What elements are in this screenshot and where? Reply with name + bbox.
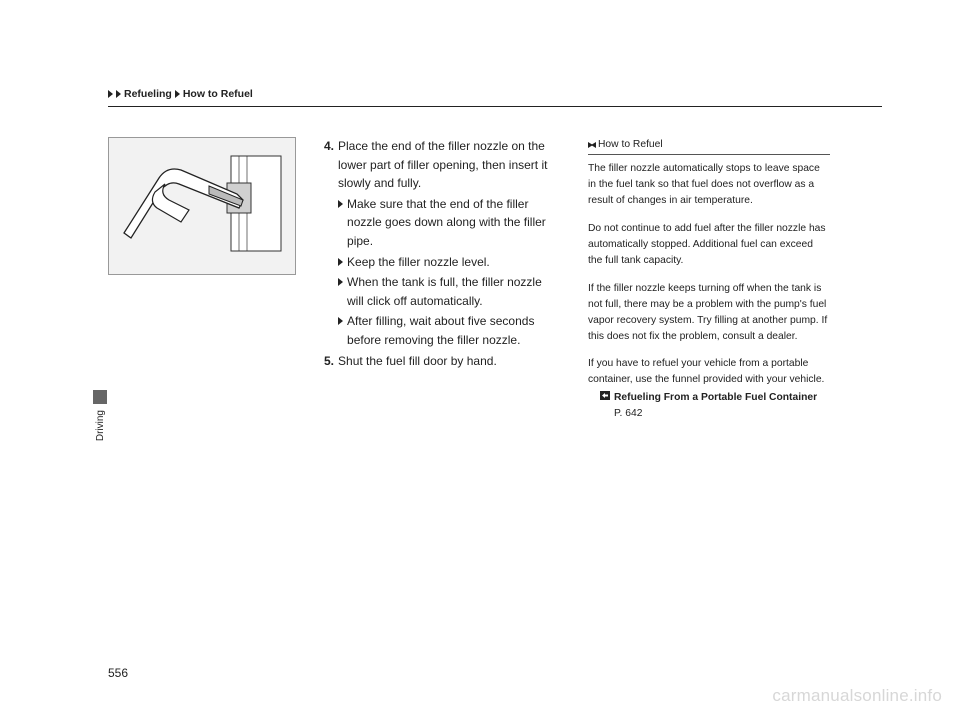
step-body: Place the end of the filler nozzle on th… <box>338 137 560 350</box>
sidebar-reference: Refueling From a Portable Fuel Container… <box>600 390 830 422</box>
sidebar-paragraph: If you have to refuel your vehicle from … <box>588 356 830 388</box>
header-divider <box>108 106 882 107</box>
sidebar-header: How to Refuel <box>588 137 830 155</box>
reference-body: Refueling From a Portable Fuel Container… <box>614 390 830 422</box>
step-number: 5. <box>324 352 334 371</box>
nozzle-svg <box>109 138 296 275</box>
triangle-bullet-icon <box>338 258 343 266</box>
tab-label: Driving <box>95 410 106 441</box>
fuel-nozzle-illustration <box>108 137 296 275</box>
breadcrumb-section: Refueling <box>124 88 172 100</box>
content-area: 4. Place the end of the filler nozzle on… <box>108 137 882 422</box>
sidebar-paragraph: If the filler nozzle keeps turning off w… <box>588 281 830 345</box>
watermark: carmanualsonline.info <box>772 686 942 706</box>
step-item: 5. Shut the fuel fill door by hand. <box>324 352 560 371</box>
illustration-column <box>108 137 296 422</box>
step-sub-item: After filling, wait about five seconds b… <box>338 312 560 349</box>
triangle-bullet-icon <box>338 200 343 208</box>
step-sub-text: Make sure that the end of the filler noz… <box>347 195 560 251</box>
step-sub-text: After filling, wait about five seconds b… <box>347 312 560 349</box>
breadcrumb-triangle-icon <box>116 90 121 98</box>
reference-icon <box>600 391 610 422</box>
info-icon <box>588 142 596 148</box>
breadcrumb-triangle-icon <box>175 90 180 98</box>
reference-title: Refueling From a Portable Fuel Container <box>614 392 817 403</box>
step-body: Shut the fuel fill door by hand. <box>338 352 560 371</box>
tab-marker <box>93 390 107 404</box>
triangle-bullet-icon <box>338 278 343 286</box>
sidebar-column: How to Refuel The filler nozzle automati… <box>588 137 830 422</box>
step-sub-item: When the tank is full, the filler nozzle… <box>338 273 560 310</box>
reference-page: P. 642 <box>614 408 642 419</box>
step-text: Shut the fuel fill door by hand. <box>338 354 497 368</box>
sidebar-title: How to Refuel <box>598 137 663 153</box>
step-item: 4. Place the end of the filler nozzle on… <box>324 137 560 350</box>
section-tab: Driving <box>93 390 107 441</box>
step-sub-text: Keep the filler nozzle level. <box>347 253 560 272</box>
sidebar-paragraph: Do not continue to add fuel after the fi… <box>588 221 830 269</box>
sidebar-paragraph: The filler nozzle automatically stops to… <box>588 161 830 209</box>
step-sub-text: When the tank is full, the filler nozzle… <box>347 273 560 310</box>
step-sub-item: Keep the filler nozzle level. <box>338 253 560 272</box>
breadcrumb-subsection: How to Refuel <box>183 88 253 100</box>
page-number: 556 <box>108 666 128 680</box>
steps-column: 4. Place the end of the filler nozzle on… <box>324 137 560 422</box>
breadcrumb: Refueling How to Refuel <box>108 88 882 100</box>
triangle-bullet-icon <box>338 317 343 325</box>
manual-page: Refueling How to Refuel 4. <box>0 0 960 722</box>
breadcrumb-triangle-icon <box>108 90 113 98</box>
step-number: 4. <box>324 137 334 350</box>
step-sub-item: Make sure that the end of the filler noz… <box>338 195 560 251</box>
step-text: Place the end of the filler nozzle on th… <box>338 139 547 190</box>
